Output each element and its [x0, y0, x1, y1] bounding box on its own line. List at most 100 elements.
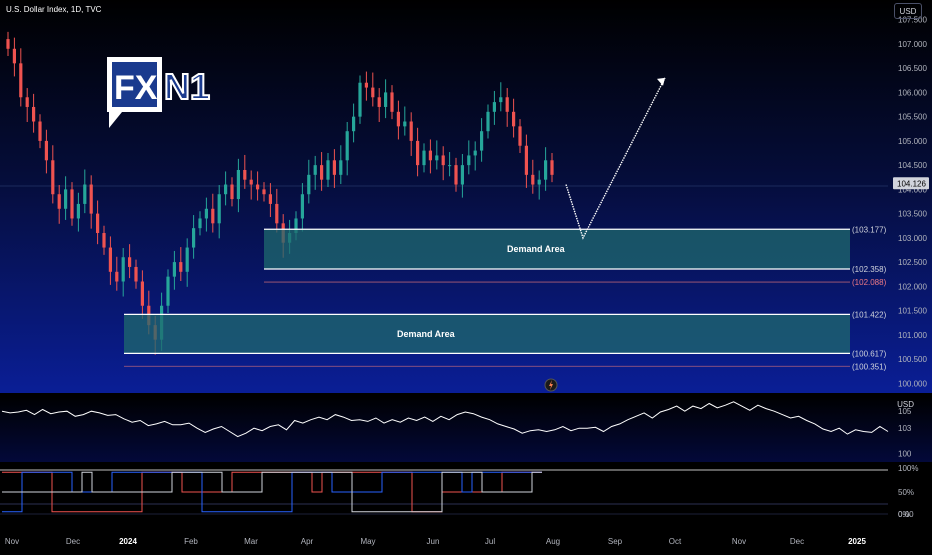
candle-body — [358, 82, 362, 117]
candle-body — [262, 189, 266, 195]
price-tick-label: 104.000 — [898, 185, 927, 194]
time-axis-labels: Nov Dec 2024 Feb Mar Apr May Jun Jul Aug Sep Oct Nov… — [5, 537, 867, 546]
time-tick-label: May — [360, 537, 375, 546]
time-tick-label: Mar — [244, 537, 258, 546]
candle-body — [505, 97, 509, 112]
candle-body — [121, 257, 125, 282]
candle-body — [480, 131, 484, 151]
candle-body — [377, 97, 381, 107]
price-tick-label: 107.500 — [898, 16, 927, 25]
logo-box-text: FX — [114, 69, 158, 107]
candle-body — [339, 160, 343, 175]
price-tick-label: 106.000 — [898, 88, 927, 97]
percent-lines — [0, 469, 888, 515]
zone-price-label: (103.177) — [852, 225, 887, 234]
time-tick-label: Dec — [66, 537, 80, 546]
logo-mark: FX N1 — [107, 57, 211, 128]
time-tick-label: Feb — [184, 537, 198, 546]
price-tick-label: 103.500 — [898, 210, 927, 219]
candle-body — [390, 92, 394, 112]
candle-body — [300, 194, 304, 219]
oscillator-series — [1, 401, 889, 438]
demand-zone — [124, 314, 850, 354]
oscillator-currency: USD — [897, 400, 914, 409]
price-tick-label: 102.500 — [898, 258, 927, 267]
candle-body — [57, 194, 61, 209]
candle-body — [473, 150, 477, 156]
candle-body — [70, 189, 74, 219]
candle-body — [204, 208, 208, 219]
candle-body — [96, 213, 100, 234]
percent-tick-label: 0.00 — [898, 510, 914, 519]
arrow-head-icon — [657, 77, 665, 86]
oscillator-axis: 105 103 100 — [898, 407, 912, 458]
projection-arrow — [565, 77, 666, 240]
extra-level-label: (102.088) — [852, 278, 887, 287]
candle-body — [428, 150, 432, 161]
candle-body — [441, 155, 445, 166]
candle-body — [179, 262, 183, 272]
candle-body — [492, 102, 496, 112]
price-tick-label: 101.000 — [898, 331, 927, 340]
zone-price-label: (101.422) — [852, 310, 887, 319]
price-chart-pane[interactable]: Demand Area (103.177) (102.358) Demand Area… — [0, 0, 932, 393]
zone-label: Demand Area — [507, 244, 566, 254]
candle-body — [134, 266, 138, 282]
price-tick-label: 102.000 — [898, 282, 927, 291]
price-chart[interactable]: Demand Area (103.177) (102.358) Demand Area… — [0, 0, 932, 393]
percent-chart: 100% 50% 0%0.00 — [0, 464, 918, 519]
candle-body — [531, 174, 535, 185]
candle-body — [185, 247, 189, 272]
candle-body — [486, 111, 490, 132]
time-tick-label: Apr — [301, 537, 314, 546]
candle-body — [320, 165, 324, 180]
candle-body — [409, 121, 413, 141]
candle-body — [211, 208, 215, 224]
candle-body — [6, 39, 10, 49]
price-tick-label: 100.500 — [898, 355, 927, 364]
time-tick-label: Jun — [427, 537, 440, 546]
zone-price-label: (100.617) — [852, 349, 887, 358]
price-tick-label: 107.000 — [898, 40, 927, 49]
candles-group — [6, 31, 554, 355]
projection-path — [565, 77, 666, 240]
time-axis[interactable]: Nov Dec 2024 Feb Mar Apr May Jun Jul Aug Sep Oct Nov… — [0, 532, 932, 550]
candle-body — [416, 140, 420, 166]
candle-body — [32, 106, 36, 122]
price-tick-label: 103.000 — [898, 234, 927, 243]
candle-body — [25, 97, 29, 107]
candle-body — [544, 160, 548, 180]
percent-tick-label: 100% — [898, 464, 918, 473]
lightning-icon[interactable] — [544, 378, 558, 392]
price-axis: 107.500 107.000 106.500 106.000 105.500 105.0… — [893, 16, 929, 388]
demand-zones: Demand Area (103.177) (102.358) Demand Area… — [124, 225, 887, 371]
oscillator-tick-label: 103 — [898, 424, 912, 433]
last-price-label: 104.126 — [897, 179, 926, 188]
candle-body — [64, 189, 68, 209]
candle-body — [275, 203, 279, 224]
candle-body — [172, 262, 176, 277]
time-tick-label: Sep — [608, 537, 623, 546]
percent-axis: 100% 50% 0%0.00 — [898, 464, 918, 519]
candle-body — [524, 145, 528, 175]
currency-button[interactable]: USD — [894, 3, 922, 19]
oscillator-tick-label: 105 — [898, 407, 912, 416]
extra-level-label: (100.351) — [852, 362, 887, 371]
candle-body — [454, 165, 458, 185]
oscillator-chart: 105 103 100 — [1, 401, 912, 459]
percent-pane[interactable]: 100% 50% 0% 0.00 — [0, 464, 932, 532]
candle-body — [83, 184, 87, 204]
time-tick-label: Nov — [5, 537, 19, 546]
time-tick-label: 2025 — [848, 537, 866, 546]
candle-body — [51, 160, 55, 195]
time-tick-label: Dec — [790, 537, 804, 546]
oscillator-pane[interactable]: 105 103 100 USD — [0, 395, 932, 462]
percent-tick-label: 50% — [898, 488, 914, 497]
candle-body — [230, 184, 234, 200]
candle-body — [467, 155, 471, 166]
logo-tail-text: N1 — [164, 66, 210, 107]
fxn1-logo: FX N1 — [104, 54, 230, 137]
candle-body — [364, 82, 368, 88]
candle-body — [243, 169, 247, 180]
time-tick-label: Oct — [669, 537, 682, 546]
